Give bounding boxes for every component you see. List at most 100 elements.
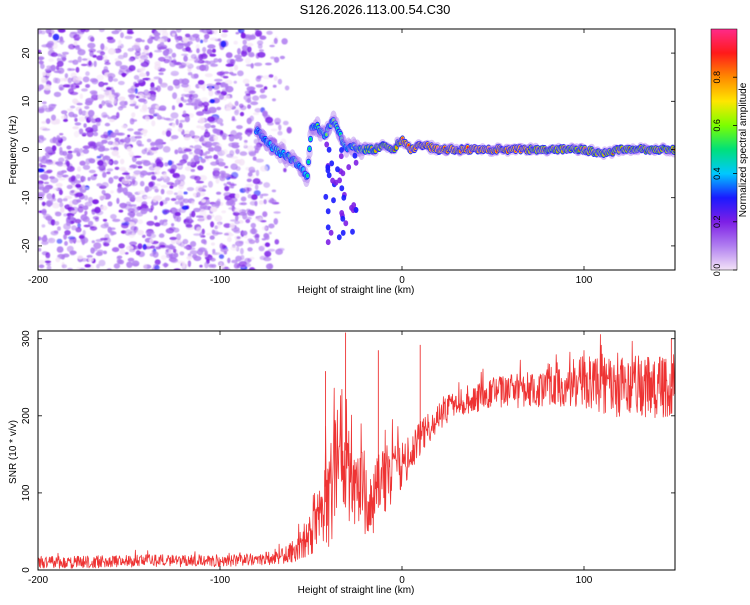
spectrogram-noise-cell (173, 227, 180, 233)
spectrogram-noise-cell (224, 232, 229, 236)
spectrogram-noise-cell (143, 130, 147, 137)
spectrogram-noise-cell (273, 75, 278, 81)
spectrogram-noise-cell (187, 260, 192, 268)
spectrogram-noise-cell (119, 249, 126, 255)
spectrogram-noise-cell (102, 114, 110, 118)
spectrogram-noise-cell (86, 254, 93, 258)
spectrogram-noise-cell (233, 40, 238, 45)
spectrogram-noise-cell (248, 150, 256, 156)
spectrogram-noise-cell (262, 110, 268, 117)
spectrogram-noise-cell (223, 223, 232, 229)
spectrogram-noise-cell (182, 154, 189, 161)
spectrogram-noise-cell (254, 30, 263, 37)
spectrogram-track-tail (325, 224, 331, 231)
spectrogram-noise-cell (93, 242, 102, 250)
spectrogram-noise-cell (64, 155, 71, 160)
spectrogram-noise-cell (169, 236, 178, 241)
spectrogram-noise-cell (69, 105, 76, 109)
spectrogram-noise-cell (136, 140, 143, 146)
spectrogram-noise-cell (222, 29, 229, 33)
snr-x-tick-label: -100 (210, 575, 230, 586)
spectrogram-noise-cell (56, 53, 62, 57)
spectrogram-noise-cell (268, 231, 272, 235)
spectrogram-noise-cell (102, 171, 107, 178)
spectrogram-noise-cell (70, 190, 75, 194)
spectrogram-noise-cell (255, 144, 261, 151)
spectrogram-noise-cell (65, 160, 70, 167)
spectrogram-noise-cell (117, 106, 124, 111)
spectrogram-noise-cell (166, 118, 175, 122)
spectrogram-noise-cell (174, 211, 181, 217)
spectrogram-noise-cell (178, 197, 186, 203)
spectrogram-noise-cell (120, 202, 127, 209)
spectrogram-noise-cell (57, 198, 63, 203)
spectrogram-noise-cell (199, 264, 203, 268)
spectrogram-noise-cell (133, 75, 140, 80)
spectrogram-track-core (325, 133, 328, 136)
spectrogram-noise-cell (177, 190, 183, 197)
spectrogram-noise-cell (208, 86, 213, 92)
spectrogram-noise-cell (152, 112, 160, 117)
colorbar-label: Normalized spectral amplitude (738, 82, 749, 217)
snr-x-label: Height of straight line (km) (298, 585, 415, 596)
spectrogram-noise-cell (38, 136, 45, 144)
spectrogram-noise-cell (120, 219, 126, 223)
spectrogram-noise-cell (245, 263, 251, 268)
spectrogram-noise-cell (80, 29, 86, 33)
spectrogram-track-core (407, 144, 410, 147)
spectrogram-noise-cell (113, 92, 121, 98)
spectrogram-track-core (306, 174, 309, 178)
spectrogram-noise-cell (273, 218, 279, 225)
spectrogram-noise-cell (240, 50, 248, 57)
spectrogram-noise-cell (235, 193, 240, 199)
spectrogram-noise-cell (127, 257, 135, 262)
spectrogram-noise-cell (74, 147, 80, 152)
spectrogram-noise-cell (169, 138, 174, 141)
spectrogram-noise-cell (53, 70, 62, 74)
spectrogram-noise-cell (101, 189, 106, 195)
spectrogram-noise-cell (59, 86, 64, 91)
spectrogram-noise-cell (60, 56, 66, 63)
spectrogram-noise-cell (92, 54, 97, 58)
spectrogram-noise-cell (72, 59, 79, 65)
spectrogram-noise-cell (87, 109, 95, 117)
spectrogram-noise-cell (145, 115, 150, 122)
spectrogram-noise-cell (160, 188, 165, 195)
spectrogram-noise-cell (185, 33, 191, 38)
spectrogram-noise-cell (194, 175, 201, 181)
spectrogram-noise-cell (151, 249, 156, 254)
spectrogram-noise-cell (72, 77, 81, 83)
spectrogram-noise-cell (72, 98, 79, 104)
spectrogram-noise-cell (83, 216, 89, 220)
spectrogram-noise-cell (170, 112, 179, 119)
spectrogram-noise-cell (184, 130, 191, 136)
spectrogram-noise-cell (226, 103, 233, 110)
spectrogram-noise-cell (68, 43, 76, 50)
spectrogram-noise-cell (118, 243, 125, 249)
spectrogram-noise-cell (169, 185, 174, 189)
snr-marks (38, 332, 675, 569)
spectrogram-y-tick-label: -10 (21, 190, 32, 205)
spectrogram-noise-cell (149, 245, 156, 249)
spectrogram-noise-cell (150, 204, 154, 211)
spectrogram-noise-cell (204, 250, 208, 257)
spectrogram-noise-cell (127, 128, 134, 132)
spectrogram-noise-cell (255, 52, 260, 59)
spectrogram-noise-cell (235, 255, 242, 262)
spectrogram-noise-cell (50, 177, 59, 184)
spectrogram-noise-cell (154, 259, 161, 265)
spectrogram-x-tick-label: -100 (210, 275, 230, 286)
spectrogram-noise-cell (247, 46, 252, 53)
spectrogram-noise-cell (274, 239, 280, 245)
spectrogram-noise-cell (85, 97, 94, 104)
spectrogram-y-ticks: -20 -10 0 10 20 (21, 47, 675, 253)
spectrogram-noise-cell (209, 235, 215, 240)
spectrogram-noise-cell (107, 116, 112, 120)
spectrogram-noise-cell (106, 168, 114, 172)
spectrogram-noise-cell (245, 183, 254, 187)
spectrogram-noise-cell (76, 102, 83, 106)
spectrogram-noise-cell (139, 54, 149, 61)
spectrogram-noise-cell (230, 245, 238, 251)
spectrogram-noise-cell (135, 196, 144, 203)
